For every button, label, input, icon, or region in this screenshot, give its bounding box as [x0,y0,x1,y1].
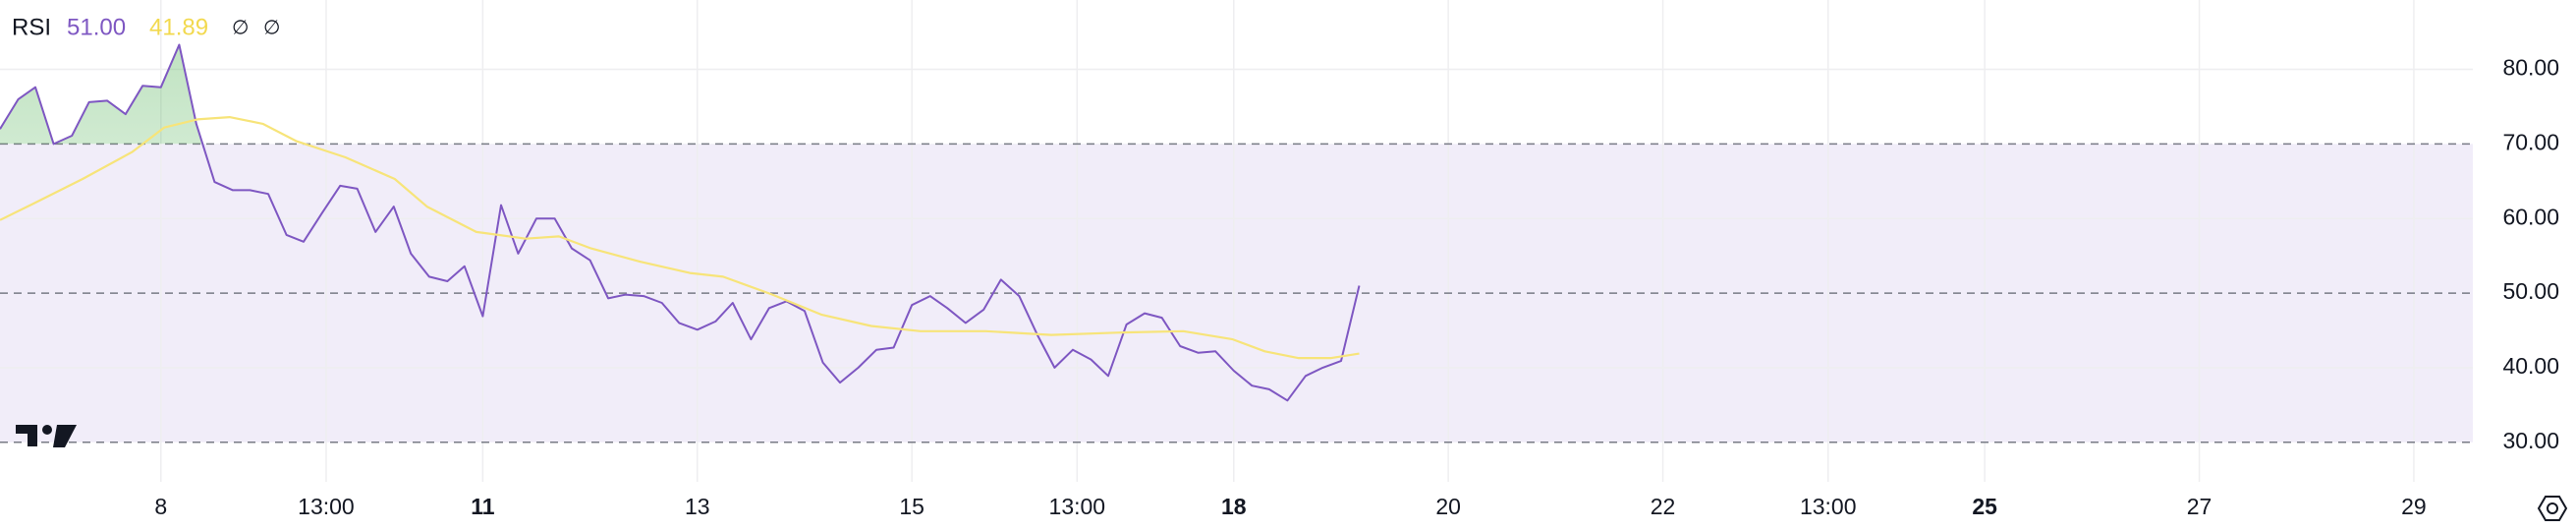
x-tick-label: 18 [1221,494,1247,519]
y-tick-label: 30.00 [2502,428,2559,453]
x-tick-label: 11 [471,494,495,519]
x-tick-label: 13:00 [298,494,355,519]
logo[interactable] [16,425,77,447]
series-line [0,116,1360,360]
x-tick-label: 13:00 [1049,494,1106,519]
x-tick-label: 15 [899,494,924,519]
y-tick-label: 40.00 [2502,353,2559,379]
legend-icon[interactable]: ∅ [263,17,280,38]
y-tick-label: 70.00 [2502,129,2559,154]
legend-title: RSI [12,14,51,40]
series-line [0,43,1361,402]
plot [0,0,2473,482]
y-tick-label: 60.00 [2502,204,2559,229]
y-tick-label: 50.00 [2502,278,2559,304]
settings-icon[interactable] [2537,496,2568,521]
band-fill [0,144,2473,442]
y-tick-label: 80.00 [2502,55,2559,81]
legend-icon[interactable]: ∅ [232,17,249,38]
x-tick-label: 29 [2401,494,2427,519]
x-tick-label: 8 [154,494,167,519]
x-tick-label: 25 [1972,494,1997,519]
overbought-fill [0,44,1360,145]
x-tick-label: 22 [1651,494,1676,519]
x-tick-label: 27 [2187,494,2212,519]
x-tick-label: 20 [1435,494,1461,519]
x-tick-label: 13 [685,494,710,519]
legend-value: 51.00 [67,14,126,40]
x-tick-label: 13:00 [1800,494,1857,519]
legend-value: 41.89 [149,14,208,40]
